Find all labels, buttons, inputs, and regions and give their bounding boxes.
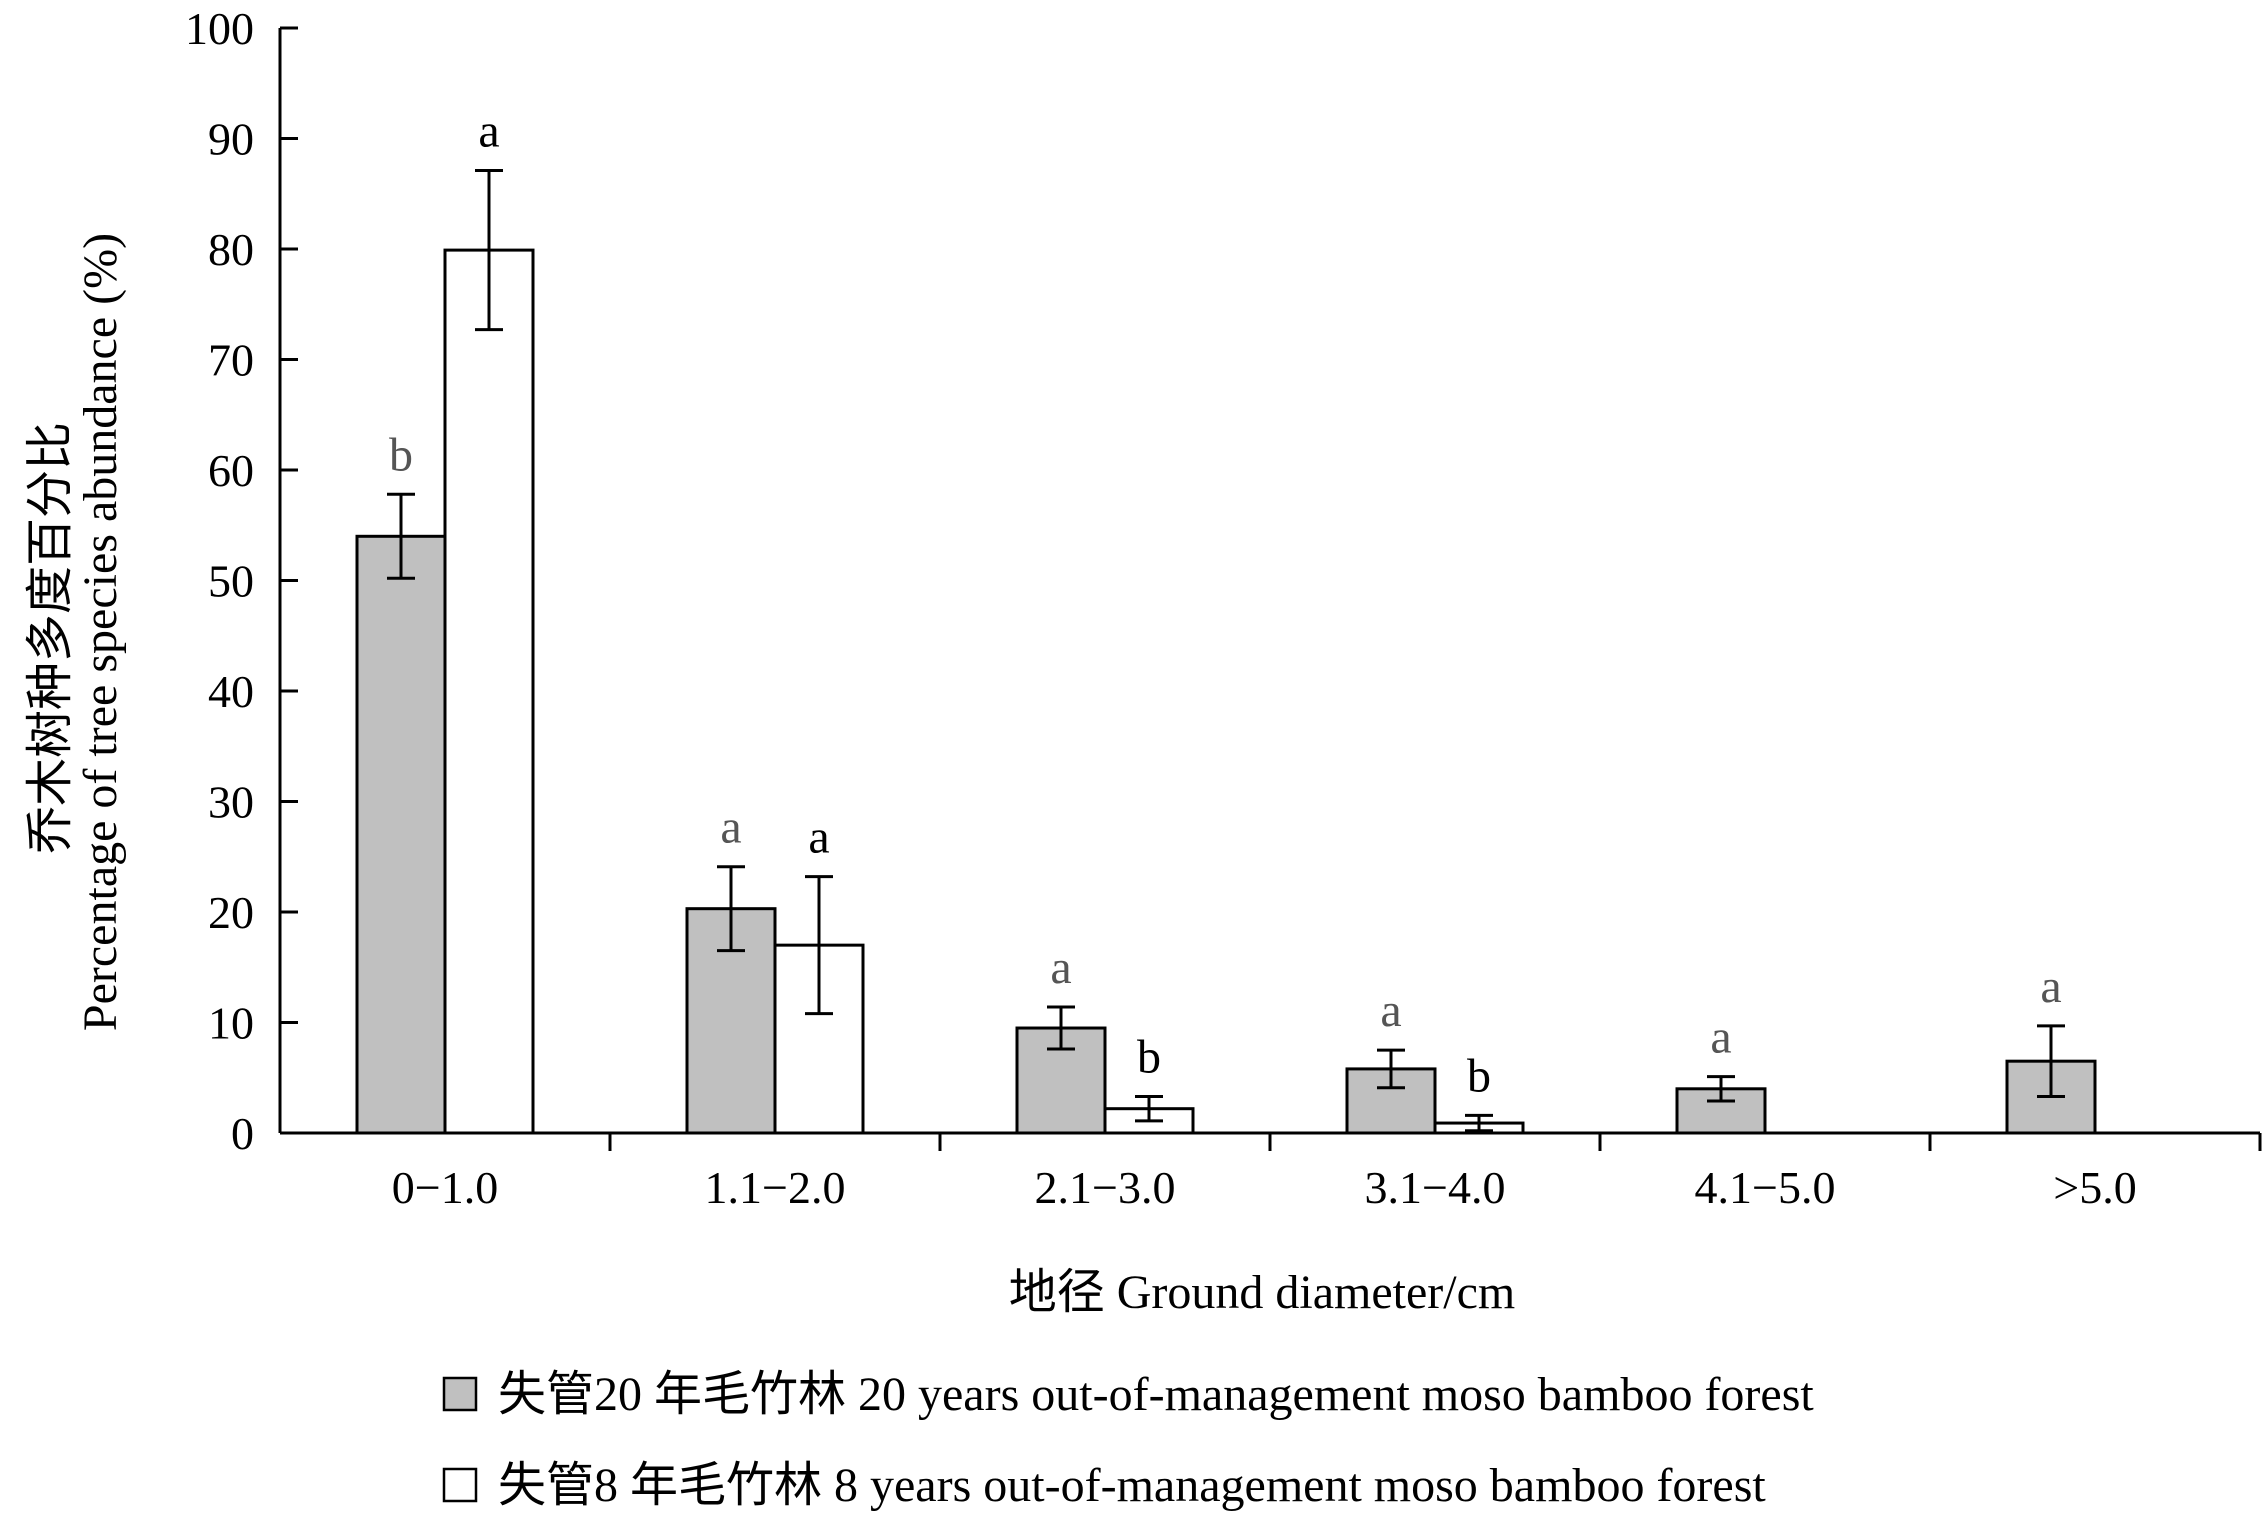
significance-label: a	[720, 801, 741, 854]
y-tick-label: 80	[208, 224, 254, 275]
x-tick-label: 1.1−2.0	[705, 1162, 846, 1213]
bar-series-1	[355, 534, 447, 1135]
significance-label: a	[1710, 1011, 1731, 1064]
y-tick-label: 70	[208, 335, 254, 386]
legend-item-20-years: 失管20 年毛竹林 20 years out-of-management mos…	[442, 1368, 1814, 1421]
x-axis: 0−1.0 1.1−2.0 2.1−3.0 3.1−4.0 4.1−5.0 >5.0	[280, 1131, 2262, 1213]
legend-swatch-8-years	[442, 1467, 478, 1503]
error-bars	[387, 169, 2065, 1133]
y-tick-label: 90	[208, 114, 254, 165]
significance-label: a	[1050, 941, 1071, 994]
significance-label: a	[2040, 960, 2061, 1013]
y-tick-label: 30	[208, 777, 254, 828]
x-axis-title: 地径 Ground diameter/cm	[1009, 1266, 1516, 1319]
legend-item-8-years: 失管8 年毛竹林 8 years out-of-management moso …	[442, 1459, 1766, 1512]
significance-labels: b a a a a a a a b b	[389, 105, 2062, 1103]
y-axis-title-cn: 乔木树种多度百分比	[24, 422, 77, 854]
significance-label: a	[808, 811, 829, 864]
x-tick-label: 0−1.0	[392, 1162, 498, 1213]
significance-label: b	[1137, 1031, 1161, 1084]
y-tick-label: 0	[231, 1108, 254, 1159]
y-axis: 0 10 20 30 40 50 60 70 80 90 100	[185, 3, 298, 1159]
legend-swatch-20-years	[442, 1376, 478, 1412]
significance-label: a	[478, 105, 499, 158]
significance-label: b	[1467, 1049, 1491, 1102]
y-tick-label: 60	[208, 445, 254, 496]
legend-label-20-years: 失管20 年毛竹林 20 years out-of-management mos…	[498, 1368, 1814, 1421]
legend-label-8-years: 失管8 年毛竹林 8 years out-of-management moso …	[498, 1459, 1766, 1512]
bar-series-2	[443, 248, 535, 1135]
y-axis-title-en: Percentage of tree species abundance (%)	[74, 233, 127, 1031]
significance-label: b	[389, 428, 413, 481]
x-tick-label: 3.1−4.0	[1365, 1162, 1506, 1213]
y-tick-label: 50	[208, 556, 254, 607]
legend: 失管20 年毛竹林 20 years out-of-management mos…	[442, 1368, 1814, 1512]
y-tick-label: 100	[185, 3, 254, 54]
bars	[355, 248, 2097, 1135]
x-tick-label: >5.0	[2053, 1162, 2136, 1213]
y-tick-label: 10	[208, 998, 254, 1049]
y-tick-label: 20	[208, 887, 254, 938]
significance-label: a	[1380, 984, 1401, 1037]
y-axis-title: 乔木树种多度百分比 Percentage of tree species abu…	[24, 233, 127, 1031]
x-tick-label: 2.1−3.0	[1035, 1162, 1176, 1213]
x-tick-label: 4.1−5.0	[1695, 1162, 1836, 1213]
y-tick-label: 40	[208, 666, 254, 717]
